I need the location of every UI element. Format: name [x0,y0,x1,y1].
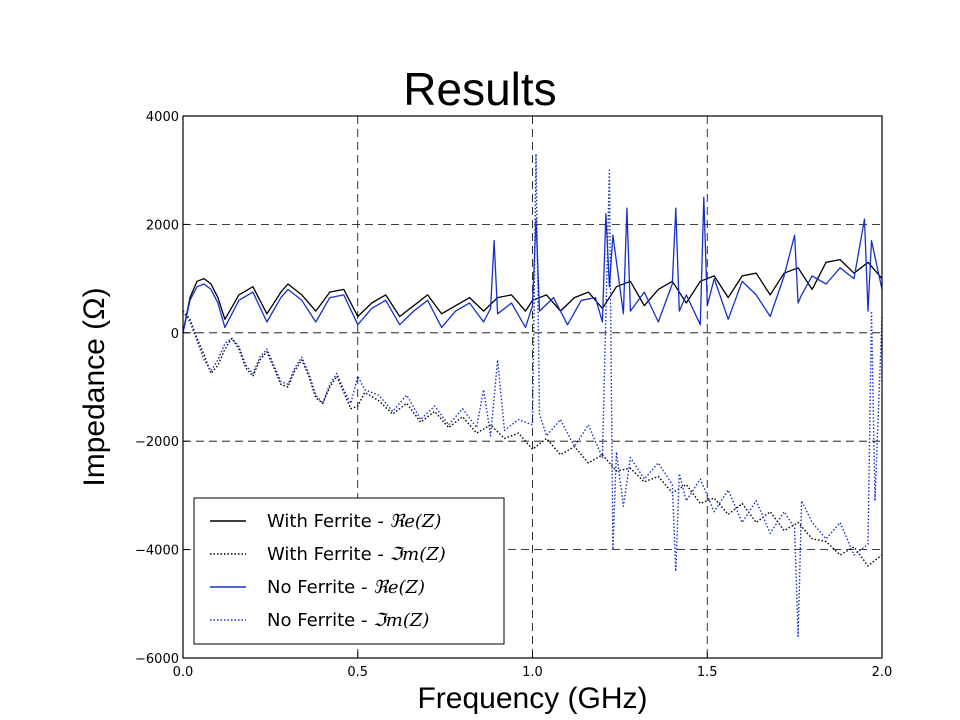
slide-title: Results [403,63,557,115]
x-tick-label: 0.0 [173,665,194,680]
x-tick-label: 1.0 [522,665,543,680]
legend-entry-label: No Ferrite - ℜe(Z) [267,577,425,598]
legend: With Ferrite - ℜe(Z) With Ferrite - ℑm(Z)… [193,497,505,645]
legend-entry-label: No Ferrite - ℑm(Z) [267,610,429,631]
x-tick-label: 1.5 [697,665,718,680]
y-tick-label: 4000 [146,110,179,125]
x-axis-label: Frequency (GHz) [417,682,647,715]
series-line-1 [182,258,883,333]
y-axis-label: Impedance (Ω) [78,287,111,486]
y-tick-label: −6000 [135,652,179,667]
x-tick-label: 2.0 [872,665,893,680]
legend-entry-label: With Ferrite - ℜe(Z) [267,511,441,532]
y-tick-label: −4000 [135,544,179,559]
series-line-4 [182,153,883,637]
series-layer [182,153,883,637]
x-tick-label: 0.5 [347,665,368,680]
series-line-3 [182,196,883,333]
y-tick-label: 2000 [146,218,179,233]
y-tick-label: −2000 [135,435,179,450]
axis-ticks: 0.0 0.5 1.0 1.5 2.0 −6000 −4000 −2000 0 2000 4000 [135,110,892,680]
y-tick-label: 0 [171,327,179,342]
legend-entry-label: With Ferrite - ℑm(Z) [267,544,446,565]
